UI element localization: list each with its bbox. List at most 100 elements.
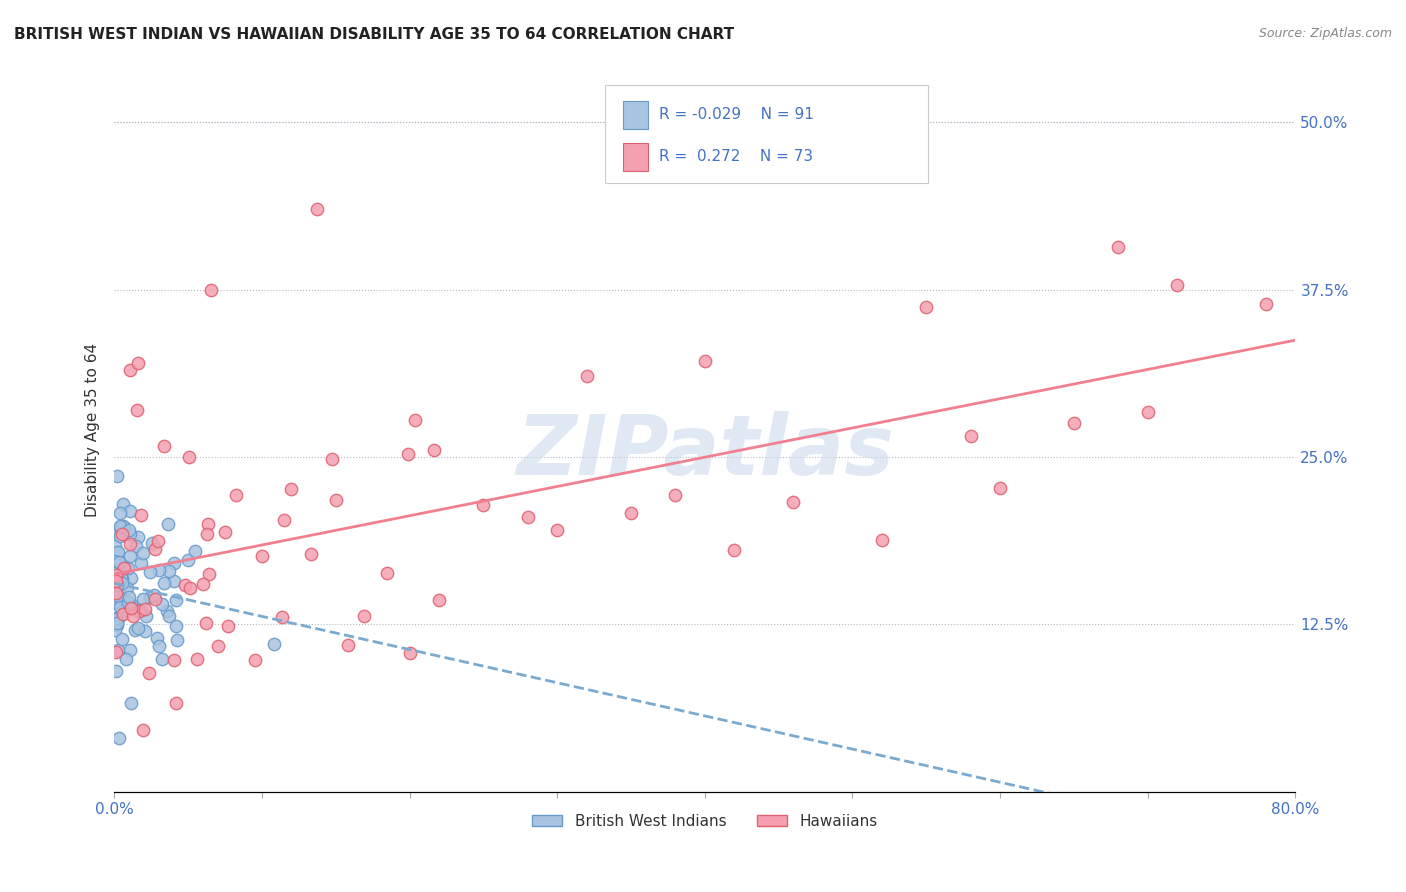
Point [191,577,214,591]
Point [225,488,247,502]
Point [132,592,155,607]
Point [111,497,134,511]
Point [197,516,219,531]
Point [105,586,128,600]
Point [124,624,146,638]
Point [165,696,187,710]
Point [398,646,420,660]
Point [104,568,127,582]
Legend: British West Indians, Hawaiians: British West Indians, Hawaiians [526,808,884,835]
Point [107,642,129,657]
Point [132,545,155,559]
Point [104,594,127,608]
Point [105,617,128,632]
Point [143,542,166,557]
Point [105,565,128,579]
Point [152,652,174,666]
Point [111,607,134,621]
Y-axis label: Disability Age 35 to 64: Disability Age 35 to 64 [86,343,100,517]
Point [163,653,186,667]
Point [375,566,398,580]
Point [405,413,427,427]
Point [1107,239,1129,253]
Point [693,353,716,368]
Text: R =  0.272    N = 73: R = 0.272 N = 73 [659,149,814,163]
Point [299,547,322,561]
Point [104,645,127,659]
Point [107,546,129,560]
Point [111,519,134,533]
Point [148,639,170,653]
Point [104,590,127,604]
Point [118,523,141,537]
Point [110,529,132,543]
Point [150,597,173,611]
Point [163,556,186,570]
Point [128,604,150,618]
Point [139,590,162,604]
Point [165,593,187,607]
Point [127,621,149,635]
Point [177,450,200,464]
Point [195,615,218,630]
Point [107,545,129,559]
Point [105,469,128,483]
Point [111,527,134,541]
Point [157,565,180,579]
Point [118,537,141,551]
Point [120,503,142,517]
Point [117,595,139,609]
Point [120,549,142,563]
Point [148,563,170,577]
Point [118,590,141,604]
Point [118,363,141,377]
Point [186,652,208,666]
Point [217,618,239,632]
Point [134,602,156,616]
Point [988,481,1011,495]
Point [152,438,174,452]
Point [110,570,132,584]
Point [1166,278,1188,293]
Point [120,642,142,657]
Point [107,590,129,604]
Point [108,519,131,533]
Point [127,530,149,544]
Point [104,574,127,588]
Point [110,607,132,622]
Point [127,356,149,370]
Point [423,442,446,457]
Point [472,499,495,513]
Point [131,556,153,570]
Point [195,527,218,541]
Point [305,202,328,217]
Point [664,488,686,502]
Point [111,576,134,591]
Point [620,506,643,520]
Point [114,593,136,607]
Point [105,524,128,538]
Point [353,609,375,624]
Point [120,527,142,541]
Point [145,632,167,646]
Point [427,593,450,607]
Point [396,447,419,461]
Point [143,592,166,607]
Point [321,452,343,467]
Point [107,555,129,569]
Point [107,612,129,626]
Point [103,539,125,553]
Point [110,520,132,534]
Point [273,513,295,527]
Point [104,612,127,626]
Point [107,563,129,577]
Point [131,508,153,522]
Point [103,554,125,568]
Point [165,619,187,633]
Point [176,552,198,566]
Point [1136,405,1159,419]
Text: BRITISH WEST INDIAN VS HAWAIIAN DISABILITY AGE 35 TO 64 CORRELATION CHART: BRITISH WEST INDIAN VS HAWAIIAN DISABILI… [14,27,734,42]
Point [104,611,127,625]
Point [153,576,176,591]
Point [105,615,128,630]
